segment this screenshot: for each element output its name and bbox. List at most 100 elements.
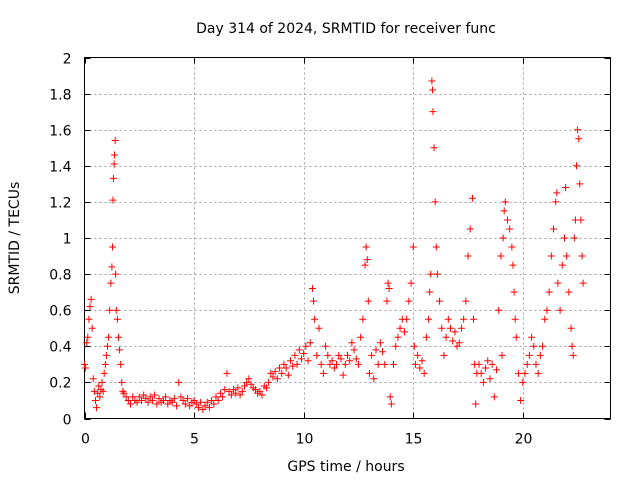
data-point [539,342,547,350]
data-point [212,393,220,401]
data-point [386,393,394,401]
data-point [472,400,480,408]
data-point [339,371,347,379]
data-point [394,333,402,341]
data-point [227,391,235,399]
data-point [114,333,122,341]
data-point [553,189,561,197]
data-point [490,393,498,401]
data-point [352,355,360,363]
data-point [361,261,369,269]
data-point [135,393,143,401]
x-tick-label: 5 [190,432,199,448]
data-point [208,396,216,404]
y-tick-label: 0.6 [49,304,71,320]
x-tick-label: 0 [81,432,90,448]
data-point [238,387,246,395]
data-point [317,360,325,368]
x-tick-label: 10 [296,432,314,448]
data-point [341,360,349,368]
data-point [104,342,112,350]
data-point [82,364,90,372]
data-point [142,395,150,403]
data-point [574,126,582,134]
data-point [517,396,525,404]
data-point [271,368,279,376]
data-point [326,360,334,368]
data-point [159,396,167,404]
y-tick-label: 1.8 [49,88,71,104]
data-point [328,357,336,365]
data-point [354,360,362,368]
y-tick-label: 0.4 [49,340,71,356]
data-point [514,369,522,377]
y-tick-label: 0.8 [49,268,71,284]
data-point [440,351,448,359]
data-point [488,360,496,368]
data-point [164,400,172,408]
data-point [205,404,213,412]
y-tick-label: 0.2 [49,376,71,392]
data-point [568,342,576,350]
data-point [501,198,509,206]
data-point [225,387,233,395]
data-point [258,391,266,399]
data-point [569,351,577,359]
data-point [184,395,192,403]
data-point [99,387,107,395]
data-point [447,324,455,332]
data-point [573,162,581,170]
data-point [304,357,312,365]
data-point [468,194,476,202]
data-point [430,144,438,152]
data-point [146,393,154,401]
data-point [324,351,332,359]
data-point [449,337,457,345]
data-point [482,364,490,372]
data-point [433,270,441,278]
data-point [552,198,560,206]
data-point [117,360,125,368]
data-point [457,324,465,332]
data-point [370,375,378,383]
data-point [475,360,483,368]
data-point [109,196,117,204]
data-point [392,342,400,350]
data-point [407,279,415,287]
data-point [190,396,198,404]
data-point [464,252,472,260]
data-point [418,357,426,365]
data-point [368,351,376,359]
data-point [289,362,297,370]
y-tick-label: 2 [63,52,72,68]
data-point [247,380,255,388]
data-point [243,378,251,386]
data-point [436,297,444,305]
data-point [429,108,437,116]
data-point [262,384,270,392]
data-point [484,357,492,365]
data-point [105,333,113,341]
y-tick-label: 1 [63,232,72,248]
data-point [96,393,104,401]
data-point [175,378,183,386]
data-point [554,279,562,287]
data-point [86,303,94,311]
data-point [414,351,422,359]
data-point [363,256,371,264]
data-point [493,366,501,374]
data-point [111,137,119,145]
data-point [335,351,343,359]
data-point [346,357,354,365]
data-point [350,346,358,354]
data-point [177,393,185,401]
chart-title: Day 314 of 2024, SRMTID for receiver fun… [196,21,496,37]
data-point [550,225,558,233]
data-point [562,183,570,191]
data-point [384,279,392,287]
data-point [362,243,370,251]
data-point [251,386,259,394]
data-point [148,396,156,404]
data-point [203,398,211,406]
